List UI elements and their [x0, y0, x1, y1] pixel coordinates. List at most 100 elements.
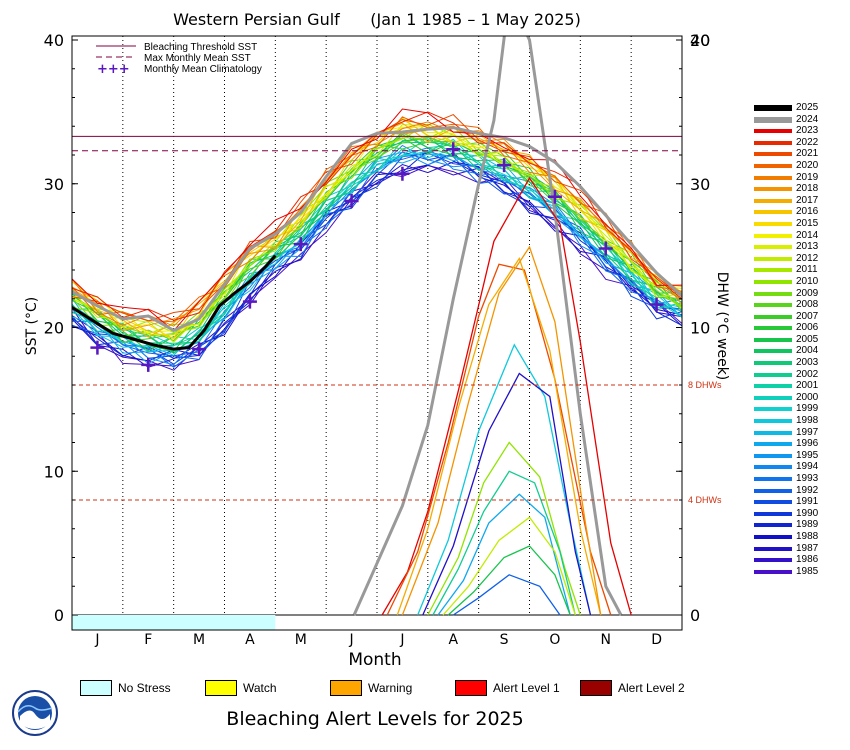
year-legend-swatch: [754, 534, 792, 539]
year-legend-swatch: [754, 384, 792, 389]
year-legend-item: 2001: [754, 380, 846, 392]
year-legend-item: 2021: [754, 148, 846, 160]
sst-line-2005: [72, 131, 682, 353]
y-tick-label-left: 20: [44, 319, 64, 338]
year-legend-label: 2000: [796, 391, 819, 403]
year-legend-label: 1989: [796, 519, 819, 531]
year-legend-label: 2008: [796, 299, 819, 311]
y-tick-label-right: 30: [690, 175, 710, 194]
year-legend-item: 2017: [754, 195, 846, 207]
year-legend-item: 1992: [754, 485, 846, 497]
year-legend-label: 1992: [796, 484, 819, 496]
sst-line-2015: [72, 125, 682, 340]
year-legend-label: 1988: [796, 530, 819, 542]
year-legend-item: 1997: [754, 427, 846, 439]
year-legend-item: 1986: [754, 554, 846, 566]
alert-bar-segment: [72, 615, 276, 630]
year-legend-swatch: [754, 116, 792, 123]
x-tick-label: S: [500, 632, 509, 648]
dhw-curve-2023: [381, 176, 632, 616]
year-legend-label: 1999: [796, 403, 819, 415]
sst-line-2016: [72, 118, 682, 339]
year-legend-swatch: [754, 326, 792, 331]
alert-level-label: Alert Level 1: [493, 681, 560, 695]
x-tick-label: O: [549, 632, 560, 648]
clim-legend-marker: +++: [97, 62, 130, 77]
sst-line-2019: [72, 121, 682, 327]
climatology-marker: [293, 237, 308, 252]
year-legend-swatch: [754, 163, 792, 168]
dhw-reference-label: 4 DHWs: [688, 495, 722, 505]
year-legend-swatch: [754, 361, 792, 366]
x-axis-title: Month: [348, 650, 401, 670]
climatology-marker: [547, 189, 562, 204]
x-tick-label: A: [245, 632, 255, 648]
x-tick-label: M: [193, 632, 205, 648]
x-tick-label: M: [295, 632, 307, 648]
clim-legend-label: Monthly Mean Climatology: [144, 64, 262, 75]
year-legend-swatch: [754, 175, 792, 180]
year-legend-swatch: [754, 245, 792, 250]
year-legend-item: 2013: [754, 241, 846, 253]
sst-line-2004: [72, 136, 682, 355]
alert-level-label: Alert Level 2: [618, 681, 685, 695]
year-legend-label: 2002: [796, 368, 819, 380]
y-tick-label-left: 40: [44, 31, 64, 50]
dhw-curve-1992: [452, 574, 561, 616]
y-tick-label-right: 0: [690, 606, 700, 625]
noaa-logo: [12, 690, 58, 736]
year-legend-label: 2019: [796, 171, 819, 183]
climatology-marker: [497, 158, 512, 173]
year-legend-swatch: [754, 511, 792, 516]
sst-line-2013: [72, 117, 682, 336]
year-legend-swatch: [754, 337, 792, 342]
alert-level-swatch: [330, 680, 362, 696]
year-legend-label: 1990: [796, 507, 819, 519]
climatology-marker: [446, 142, 461, 157]
year-legend-label: 2001: [796, 380, 819, 392]
sst-line-1994: [72, 144, 682, 366]
dhw-curve-1996: [437, 493, 571, 616]
climatology-marker: [649, 297, 664, 312]
year-legend-swatch: [754, 303, 792, 308]
sst-line-2011: [72, 123, 682, 334]
year-legend-label: 2005: [796, 333, 819, 345]
alert-level-label: Warning: [368, 681, 413, 695]
sst-envelope-layer: [72, 108, 682, 371]
year-legend-swatch: [754, 395, 792, 400]
alert-level-swatch: [205, 680, 237, 696]
x-tick-label: D: [651, 632, 662, 648]
year-legend-label: 1998: [796, 415, 819, 427]
year-legend-swatch: [754, 477, 792, 481]
year-legend-label: 2003: [796, 357, 819, 369]
dhw-curve-2010: [427, 441, 581, 616]
year-legend-swatch: [754, 291, 792, 296]
climatology-marker: [90, 340, 105, 355]
footer-title: Bleaching Alert Levels for 2025: [226, 708, 524, 730]
year-legend-swatch: [754, 523, 792, 528]
year-legend-item: 2018: [754, 183, 846, 195]
dhw-curve-2024: [352, 36, 623, 616]
sst-line-2010: [72, 126, 682, 335]
year-legend-item: 1988: [754, 531, 846, 543]
year-legend-item: 1996: [754, 438, 846, 450]
year-legend-label: 2009: [796, 287, 819, 299]
year-legend-item: 2009: [754, 288, 846, 300]
year-legend-swatch: [754, 187, 792, 192]
year-legend-swatch: [754, 500, 792, 505]
y-tick-label-right: 10: [690, 319, 710, 338]
climatology-marker: [192, 342, 207, 357]
year-legend-label: 2011: [796, 264, 818, 276]
y-tick-label-right: 20: [690, 31, 710, 50]
climatology-marker: [242, 294, 257, 309]
year-legend-item: 1999: [754, 403, 846, 415]
year-legend-swatch: [754, 430, 792, 435]
y-tick-label-right: 40: [690, 31, 710, 50]
sst-line-1990: [72, 152, 682, 365]
year-legend-item: 2014: [754, 230, 846, 242]
year-legend-swatch: [754, 268, 792, 273]
y-tick-label-left: 30: [44, 175, 64, 194]
year-legend-item: 2004: [754, 345, 846, 357]
year-legend-swatch: [754, 140, 792, 145]
